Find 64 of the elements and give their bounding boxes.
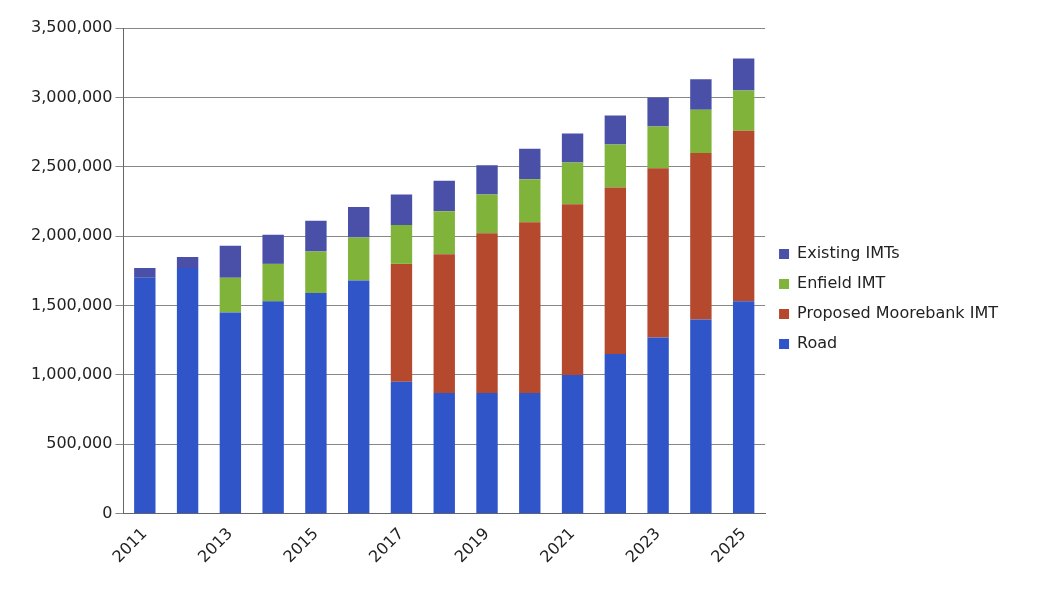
legend-label: Road	[797, 333, 838, 353]
bar	[348, 237, 370, 281]
bar	[604, 187, 627, 355]
bar	[732, 301, 755, 514]
bar	[519, 222, 541, 393]
bar	[390, 225, 413, 264]
y-tick-label: 1,500,000	[30, 294, 113, 314]
bar	[561, 162, 584, 205]
bar	[732, 90, 755, 131]
legend-label: Proposed Moorebank IMT	[797, 303, 999, 323]
bar	[604, 115, 627, 145]
bar	[519, 392, 541, 514]
bar	[732, 130, 755, 302]
bar	[219, 277, 242, 313]
y-tick-label: 2,500,000	[30, 155, 113, 175]
bar	[690, 152, 712, 320]
bar	[647, 168, 669, 338]
bar	[262, 234, 284, 264]
bar	[390, 263, 413, 382]
y-tick-label: 0	[102, 502, 113, 522]
bar	[134, 277, 156, 514]
bar	[476, 165, 498, 195]
bar	[476, 194, 498, 234]
bar	[647, 126, 669, 169]
bar	[433, 254, 455, 393]
bar	[561, 374, 584, 514]
bar	[690, 109, 712, 153]
bar	[732, 58, 755, 91]
bar	[348, 206, 370, 238]
bar	[134, 268, 156, 278]
bar	[690, 319, 712, 514]
bar	[219, 245, 242, 278]
legend-label: Existing IMTs	[797, 243, 900, 263]
y-tick-label: 3,000,000	[30, 86, 113, 106]
y-tick-label: 1,000,000	[30, 364, 113, 384]
bar	[348, 280, 370, 514]
bar	[390, 381, 413, 514]
bar	[647, 97, 669, 127]
bar	[519, 148, 541, 180]
bar	[561, 204, 584, 375]
bar	[561, 133, 584, 163]
bar	[305, 251, 327, 294]
bar	[604, 354, 627, 514]
bar	[219, 312, 242, 514]
y-tick-label: 500,000	[46, 433, 113, 453]
y-tick-label: 2,000,000	[30, 225, 113, 245]
bar	[390, 194, 413, 226]
bar	[690, 79, 712, 110]
bar	[647, 337, 669, 514]
bar	[433, 211, 455, 255]
bar	[433, 180, 455, 212]
bar	[604, 144, 627, 188]
bar	[476, 233, 498, 393]
bar	[262, 301, 284, 514]
bar	[433, 392, 455, 514]
bar	[305, 220, 327, 252]
legend-label: Enfield IMT	[797, 273, 886, 293]
bar	[176, 256, 199, 269]
bar	[176, 268, 199, 514]
bar	[519, 179, 541, 223]
bar	[476, 392, 498, 514]
y-tick-label: 3,500,000	[30, 17, 113, 37]
bar	[262, 263, 284, 302]
bar	[305, 293, 327, 514]
